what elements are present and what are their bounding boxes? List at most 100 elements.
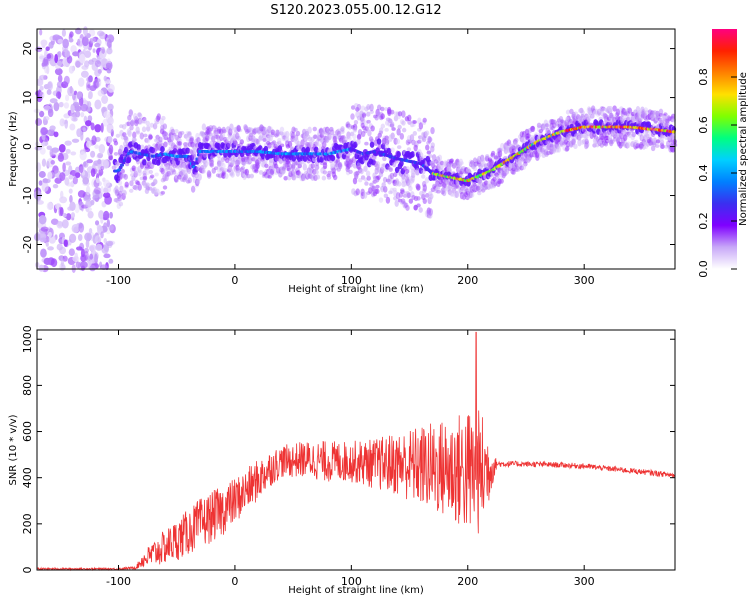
noise-cell bbox=[52, 34, 61, 40]
spectrogram-cell bbox=[145, 182, 150, 188]
spectrogram-cell bbox=[322, 141, 327, 149]
spectrogram-cell bbox=[142, 159, 147, 166]
noise-cell bbox=[94, 124, 102, 133]
spectrogram-cell bbox=[465, 195, 470, 201]
spectrogram-cell bbox=[565, 140, 571, 148]
spectrogram-y-tick-label: 0 bbox=[21, 143, 34, 150]
spectrogram-cell bbox=[332, 174, 338, 181]
spectrogram-y-tick-label: 10 bbox=[21, 91, 34, 105]
spectrogram-cell bbox=[655, 139, 661, 144]
noise-cell bbox=[94, 220, 100, 226]
noise-cell bbox=[100, 46, 106, 54]
noise-cell bbox=[88, 90, 93, 100]
noise-cell bbox=[85, 185, 91, 196]
spectrogram-cell bbox=[277, 137, 282, 143]
spectrogram-x-tick-label: 100 bbox=[341, 274, 362, 287]
spectrogram-cell bbox=[367, 129, 372, 137]
noise-cell bbox=[108, 224, 114, 231]
spectrogram-cell bbox=[280, 169, 286, 174]
spectrogram-cell bbox=[410, 151, 415, 158]
spectrogram-cell bbox=[227, 166, 233, 171]
noise-cell bbox=[41, 158, 47, 167]
spectrogram-cell bbox=[375, 188, 380, 195]
spectrogram-cell bbox=[356, 134, 362, 141]
noise-cell bbox=[55, 91, 62, 99]
noise-cell bbox=[86, 159, 93, 164]
spectrogram-cell bbox=[364, 181, 369, 186]
spectrogram-cell bbox=[174, 129, 179, 134]
spectrogram-cell bbox=[381, 182, 386, 188]
noise-cell bbox=[39, 110, 45, 118]
spectrogram-cell bbox=[295, 130, 301, 137]
noise-cell bbox=[40, 127, 48, 136]
noise-cell bbox=[80, 265, 86, 272]
noise-cell bbox=[95, 243, 103, 251]
spectrogram-cell bbox=[118, 190, 123, 197]
noise-cell bbox=[36, 200, 44, 205]
spectrogram-cell bbox=[466, 167, 471, 173]
spectrogram-cell bbox=[353, 171, 358, 177]
colorbar-ticks: 0.0 0.2 0.4 0.6 0.8 bbox=[697, 68, 737, 278]
spectrogram-cell bbox=[365, 170, 371, 177]
spectrogram-cell bbox=[495, 174, 500, 178]
spectrogram-cell bbox=[177, 141, 183, 146]
spectrogram-cell bbox=[180, 130, 185, 135]
spectrogram-cell bbox=[229, 123, 234, 131]
noise-cell bbox=[74, 203, 80, 214]
spectrogram-cell bbox=[413, 144, 418, 152]
spectrogram-cell bbox=[399, 132, 405, 140]
spectrogram-cell bbox=[430, 160, 435, 167]
spectrogram-y-label: Frequency (Hz) bbox=[8, 111, 19, 187]
spectrogram-cell bbox=[156, 113, 162, 121]
spectrogram-cell bbox=[302, 163, 308, 171]
spectrogram-x-tick-label: 200 bbox=[457, 274, 478, 287]
spectrogram-cell bbox=[361, 113, 367, 118]
spectrogram-cell bbox=[551, 146, 557, 154]
spectrogram-cell bbox=[422, 184, 428, 192]
spectrogram-cell bbox=[305, 146, 311, 154]
spectrogram-cell bbox=[609, 112, 614, 119]
noise-cell bbox=[107, 103, 114, 111]
spectrogram-cell bbox=[549, 143, 554, 148]
noise-cell bbox=[47, 108, 54, 118]
spectrogram-cell bbox=[368, 136, 374, 142]
noise-cell bbox=[64, 140, 72, 146]
noise-cell bbox=[72, 176, 78, 185]
spectrogram-cell bbox=[364, 126, 369, 131]
spectrogram-cell bbox=[377, 143, 382, 150]
noise-cell bbox=[105, 62, 112, 69]
spectrogram-cell bbox=[236, 125, 241, 132]
spectrogram-cell bbox=[160, 145, 165, 153]
noise-cell bbox=[107, 116, 114, 126]
spectrogram-cell bbox=[521, 163, 527, 170]
spectrogram-y-ticks: -20 -10 0 10 20 bbox=[21, 42, 675, 253]
spectrogram-cell bbox=[123, 135, 129, 142]
spectrogram-cell bbox=[263, 160, 268, 164]
noise-cell bbox=[91, 135, 97, 146]
noise-cell bbox=[106, 47, 113, 55]
noise-cell bbox=[38, 180, 43, 186]
spectrogram-cell bbox=[197, 173, 202, 181]
noise-cell bbox=[105, 240, 114, 247]
spectrogram-cell bbox=[314, 169, 319, 175]
noise-cell bbox=[69, 195, 73, 204]
spectrogram-cell bbox=[118, 201, 124, 207]
noise-cell bbox=[65, 161, 72, 166]
spectrogram-cell bbox=[390, 109, 395, 115]
snr-background bbox=[37, 330, 675, 570]
spectrogram-cell bbox=[134, 184, 139, 191]
spectrogram-cell bbox=[120, 168, 125, 174]
noise-cell bbox=[100, 216, 104, 224]
noise-cell bbox=[94, 69, 101, 77]
spectrogram-cell bbox=[113, 151, 119, 156]
spectrogram-cell bbox=[352, 133, 357, 140]
spectrogram-cell bbox=[279, 143, 285, 148]
spectrogram-cell bbox=[400, 198, 406, 204]
spectrogram-cell bbox=[364, 141, 369, 146]
noise-cell bbox=[79, 151, 87, 161]
spectrogram-cell bbox=[171, 169, 177, 175]
spectrogram-cell bbox=[123, 173, 128, 180]
spectrogram-x-tick-label: 0 bbox=[231, 274, 238, 287]
noise-cell bbox=[46, 202, 54, 211]
